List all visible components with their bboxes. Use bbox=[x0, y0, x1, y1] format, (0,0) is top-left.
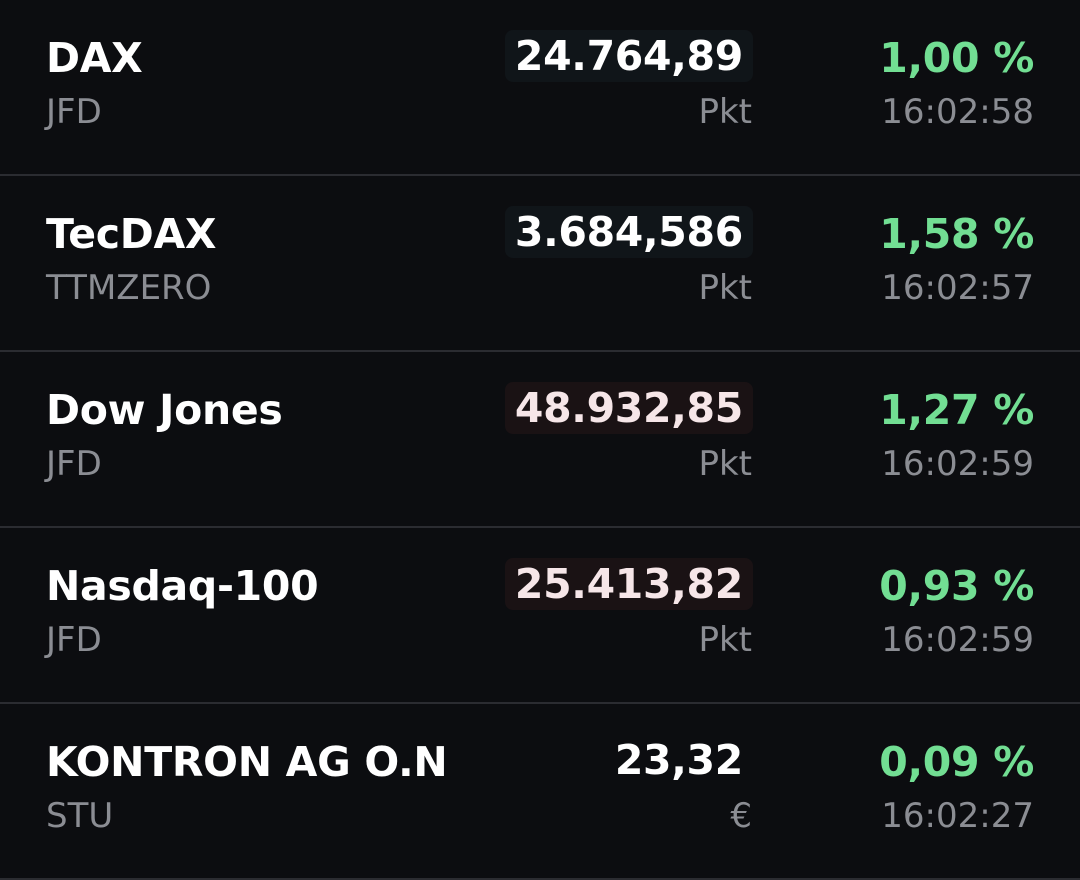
price-value: 23,32 bbox=[614, 736, 743, 784]
instrument-name: Nasdaq-100 bbox=[46, 562, 319, 610]
change-percent: 1,27 % bbox=[879, 386, 1034, 434]
price-value: 3.684,586 bbox=[504, 206, 753, 258]
quote-time: 16:02:59 bbox=[881, 620, 1034, 660]
price-value: 25.413,82 bbox=[504, 558, 753, 610]
watchlist-row[interactable]: Dow Jones JFD 48.932,85 Pkt 1,27 % 16:02… bbox=[0, 352, 1080, 528]
price-unit: Pkt bbox=[698, 92, 752, 132]
exchange-label: JFD bbox=[46, 444, 102, 484]
quote-time: 16:02:59 bbox=[881, 444, 1034, 484]
watchlist-row[interactable]: TecDAX TTMZERO 3.684,586 Pkt 1,58 % 16:0… bbox=[0, 176, 1080, 352]
exchange-label: TTMZERO bbox=[46, 268, 212, 308]
price-value: 24.764,89 bbox=[504, 30, 753, 82]
change-percent: 1,58 % bbox=[879, 210, 1034, 258]
price-unit: Pkt bbox=[698, 444, 752, 484]
change-percent: 1,00 % bbox=[879, 34, 1034, 82]
price-unit: Pkt bbox=[698, 620, 752, 660]
quote-time: 16:02:27 bbox=[881, 796, 1034, 836]
quote-time: 16:02:57 bbox=[881, 268, 1034, 308]
exchange-label: JFD bbox=[46, 92, 102, 132]
exchange-label: STU bbox=[46, 796, 114, 836]
watchlist-row[interactable]: KONTRON AG O.N STU 23,32 € 0,09 % 16:02:… bbox=[0, 704, 1080, 880]
instrument-name: KONTRON AG O.N bbox=[46, 738, 448, 786]
watchlist-row[interactable]: Nasdaq-100 JFD 25.413,82 Pkt 0,93 % 16:0… bbox=[0, 528, 1080, 704]
instrument-name: DAX bbox=[46, 34, 143, 82]
instrument-name: Dow Jones bbox=[46, 386, 283, 434]
price-unit: Pkt bbox=[698, 268, 752, 308]
price-unit: € bbox=[730, 796, 752, 836]
watchlist-row[interactable]: DAX JFD 24.764,89 Pkt 1,00 % 16:02:58 bbox=[0, 0, 1080, 176]
price-value: 48.932,85 bbox=[504, 382, 753, 434]
instrument-name: TecDAX bbox=[46, 210, 217, 258]
quote-time: 16:02:58 bbox=[881, 92, 1034, 132]
exchange-label: JFD bbox=[46, 620, 102, 660]
change-percent: 0,93 % bbox=[879, 562, 1034, 610]
change-percent: 0,09 % bbox=[879, 738, 1034, 786]
